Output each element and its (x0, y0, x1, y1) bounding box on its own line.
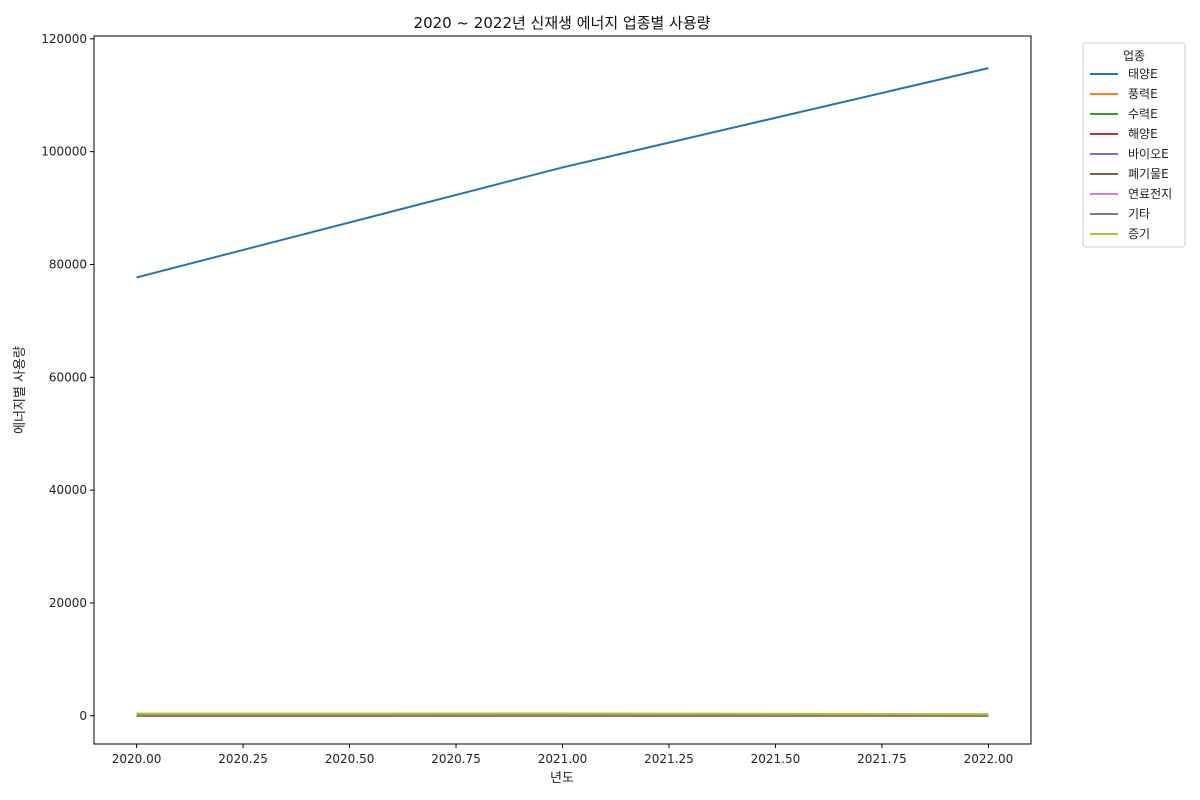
y-axis-title: 에너지별 사용량 (13, 346, 28, 434)
y-tick-label: 60000 (49, 370, 87, 384)
y-tick-label: 0 (79, 709, 87, 723)
y-tick-label: 120000 (41, 32, 87, 46)
x-tick-label: 2020.75 (431, 752, 481, 766)
x-tick-label: 2020.00 (112, 752, 162, 766)
legend-label: 기타 (1128, 207, 1150, 221)
y-tick-label: 100000 (41, 145, 87, 159)
x-tick-label: 2021.00 (538, 752, 588, 766)
legend-label: 증기 (1128, 227, 1150, 241)
legend-label: 연료전지 (1128, 187, 1172, 201)
x-axis-title: 년도 (550, 771, 574, 786)
x-tick-label: 2020.25 (218, 752, 268, 766)
y-tick-label: 20000 (49, 596, 87, 610)
legend-label: 태양E (1128, 67, 1158, 81)
legend-label: 해양E (1128, 127, 1158, 141)
legend-label: 풍력E (1128, 87, 1158, 101)
x-tick-label: 2020.50 (325, 752, 375, 766)
legend-label: 바이오E (1128, 147, 1169, 161)
chart-title: 2020 ~ 2022년 신재생 에너지 업종별 사용량 (414, 14, 711, 32)
x-tick-label: 2021.50 (751, 752, 801, 766)
legend-label: 폐기물E (1128, 167, 1169, 181)
legend-label: 수력E (1128, 107, 1158, 121)
x-tick-label: 2021.75 (857, 752, 907, 766)
legend-title: 업종 (1123, 49, 1145, 63)
y-tick-label: 40000 (49, 483, 87, 497)
plot-lines (136, 67, 989, 717)
x-tick-label: 2021.25 (644, 752, 694, 766)
series-line-1 (136, 67, 989, 279)
x-axis-ticks: 2020.00 2020.25 2020.50 2020.75 2021.00 2021.… (112, 744, 1013, 766)
x-tick-label: 2022.00 (964, 752, 1014, 766)
series-line-9 (136, 712, 989, 716)
y-axis-ticks: 0 20000 40000 60000 80000 100000 120000 (41, 32, 94, 723)
y-tick-label: 80000 (49, 257, 87, 271)
